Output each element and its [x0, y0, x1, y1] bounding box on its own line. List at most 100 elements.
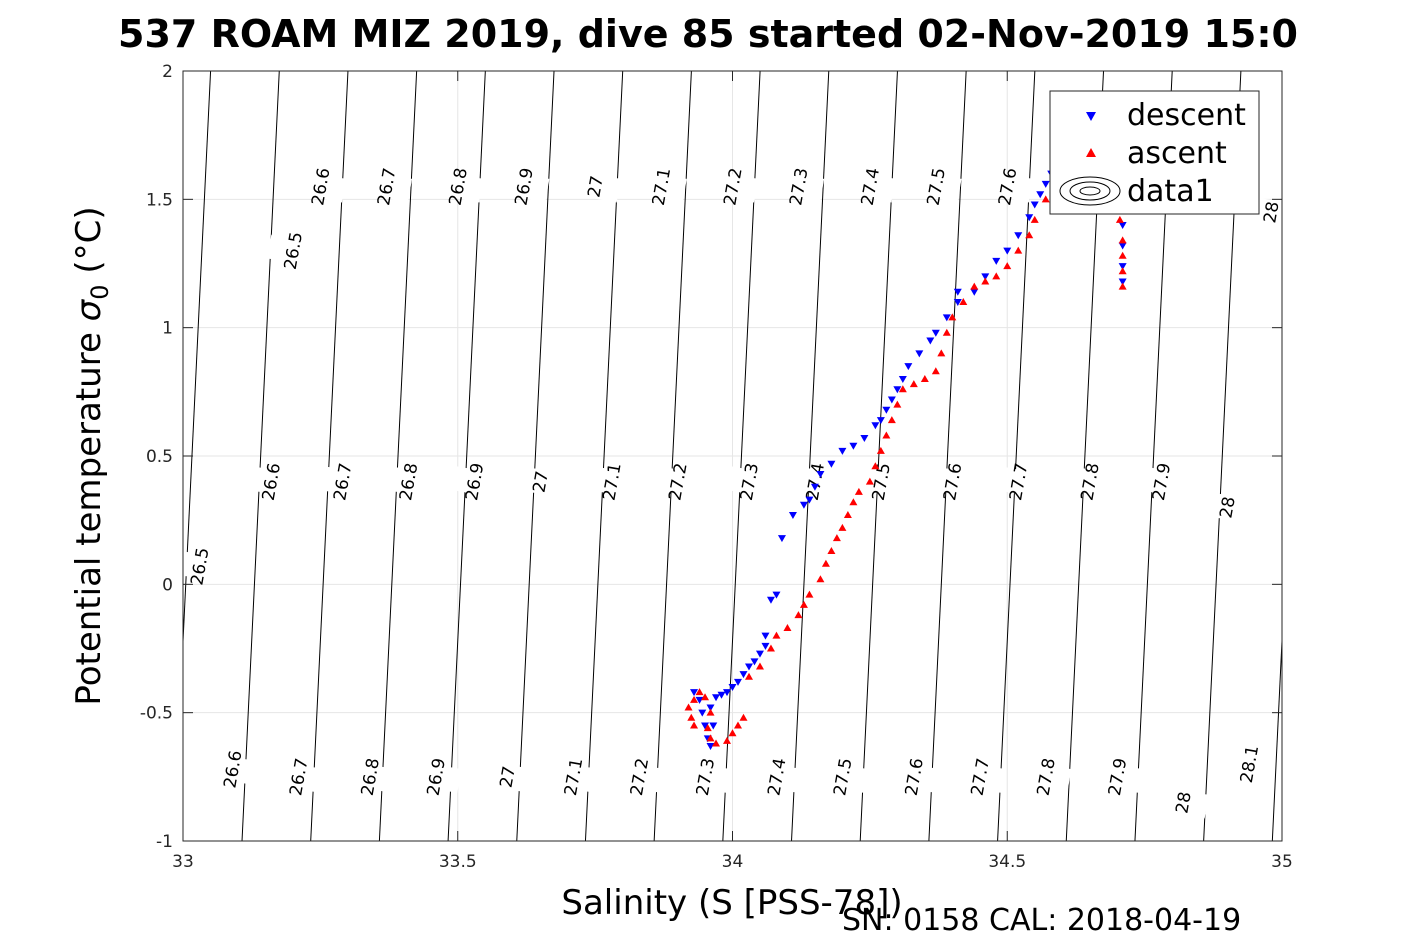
descent-point — [739, 671, 748, 679]
x-tick-label: 34 — [722, 852, 744, 872]
ascent-point — [948, 313, 957, 321]
ascent-point — [843, 511, 852, 519]
descent-point — [887, 396, 896, 404]
ascent-point — [783, 623, 792, 631]
ascent-point — [755, 662, 764, 670]
y-tick-label: 1 — [162, 319, 173, 339]
descent-point — [981, 273, 990, 281]
ascent-point — [794, 611, 803, 619]
descent-point — [898, 376, 907, 383]
descent-point — [701, 722, 710, 730]
ascent-point — [838, 523, 847, 531]
density-label-background — [360, 170, 413, 203]
ascent-point — [1118, 282, 1127, 290]
ascent-point — [937, 349, 946, 357]
descent-point — [761, 642, 770, 650]
y-tick-label: 0 — [162, 575, 173, 595]
density-contour-labels: 26.526.526.626.626.626.726.726.726.826.8… — [173, 166, 1297, 819]
ascent-point — [893, 400, 902, 408]
ascent-point — [920, 375, 929, 382]
ascent-point — [723, 736, 732, 744]
descent-point — [904, 363, 913, 371]
descent-point — [953, 299, 962, 306]
density-label-background — [772, 170, 825, 203]
density-label-background — [1135, 465, 1187, 498]
descent-point — [893, 386, 902, 394]
ascent-point — [1118, 267, 1127, 275]
density-label-background — [272, 760, 325, 793]
ascent-point — [706, 708, 715, 716]
ascent-point — [706, 734, 715, 742]
descent-point — [838, 447, 847, 455]
density-label-background — [267, 234, 319, 267]
descent-point — [942, 314, 951, 322]
ascent-point — [703, 724, 712, 732]
ascent-point — [981, 277, 990, 285]
legend[interactable]: descent ascent data1 — [1049, 90, 1260, 215]
descent-point — [717, 691, 726, 699]
density-label-background — [789, 465, 841, 498]
density-label-background — [497, 170, 550, 203]
descent-point — [1014, 232, 1023, 240]
ascent-point — [684, 703, 693, 711]
descent-point — [1118, 278, 1127, 286]
descent-point — [871, 422, 880, 430]
ascent-point — [1118, 251, 1127, 259]
density-label-background — [651, 465, 704, 498]
descent-point — [876, 417, 885, 425]
ascent-point — [882, 431, 891, 439]
ascent-point — [1118, 236, 1127, 244]
ascent-point — [1030, 215, 1039, 223]
descent-point — [849, 442, 858, 450]
density-label-background — [585, 465, 638, 498]
density-label-background — [723, 465, 775, 498]
descent-point — [698, 709, 707, 717]
descent-point — [712, 694, 721, 702]
x-axis-label: Salinity (S [PSS-78]) — [561, 883, 902, 923]
density-label-background — [888, 760, 940, 793]
descent-point — [1036, 191, 1045, 199]
density-label-background — [1063, 465, 1116, 498]
ascent-point — [832, 534, 841, 542]
ascent-point — [744, 672, 753, 680]
density-contour-line — [791, 71, 830, 841]
density-contour-line — [653, 71, 692, 841]
descent-point — [695, 696, 704, 704]
descent-point — [931, 329, 940, 337]
ascent-point — [821, 559, 830, 567]
density-contour-label: 28 — [1260, 200, 1283, 225]
descent-point — [915, 350, 924, 358]
descent-point — [1118, 242, 1127, 250]
density-label-background — [481, 760, 533, 793]
density-label-background — [1091, 760, 1143, 793]
density-label-background — [432, 170, 484, 203]
density-label-background — [294, 170, 347, 203]
x-tick-label: 34.5 — [988, 852, 1026, 872]
descent-point — [1025, 214, 1034, 222]
legend-descent-marker — [1086, 112, 1096, 121]
y-axis-label-unit: (°C) — [69, 206, 109, 284]
descent-point — [709, 722, 718, 730]
descent-point — [706, 743, 715, 751]
density-contour-line — [378, 71, 418, 841]
descent-point — [953, 288, 962, 296]
density-label-background — [844, 170, 896, 203]
ascent-point — [805, 590, 814, 598]
density-label-background — [816, 760, 869, 793]
ascent-point — [827, 546, 836, 554]
density-label-background — [173, 550, 226, 583]
ascent-point — [816, 575, 825, 583]
descent-point — [1030, 201, 1039, 209]
descent-point — [750, 658, 759, 666]
density-label-background — [954, 760, 1006, 793]
density-label-background — [992, 465, 1044, 498]
descent-point — [723, 689, 732, 697]
ascent-point — [690, 721, 699, 729]
density-label-background — [855, 465, 907, 498]
y-axis-label-subscript: 0 — [86, 284, 114, 299]
descent-point — [992, 257, 1001, 265]
ascent-point — [728, 729, 737, 737]
density-contour-label: 27 — [584, 174, 607, 199]
ascent-point — [854, 487, 863, 495]
ascent-point — [931, 367, 940, 375]
